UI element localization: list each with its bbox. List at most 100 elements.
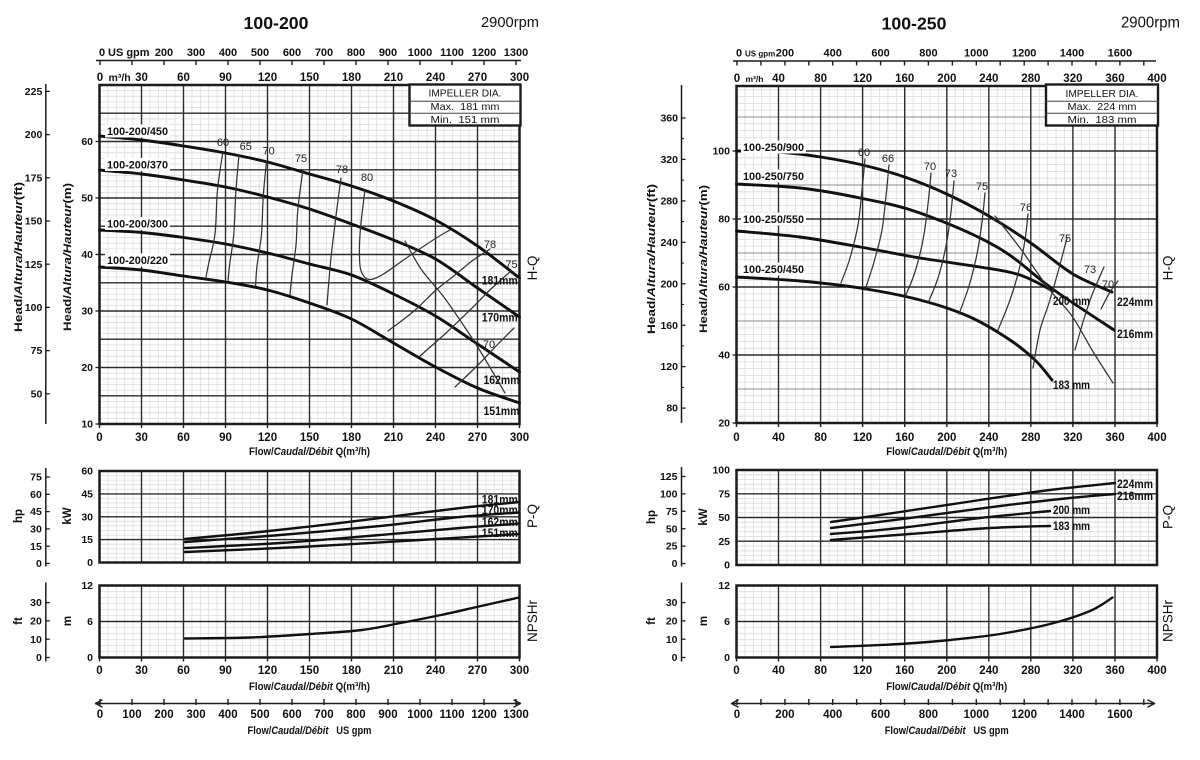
svg-text:50: 50 <box>718 512 730 524</box>
svg-text:200: 200 <box>25 129 43 141</box>
svg-text:400: 400 <box>1147 432 1166 444</box>
svg-text:Flow/Caudal/Débit US gpm: Flow/Caudal/Débit US gpm <box>885 725 1009 737</box>
svg-text:Max. 181 mm: Max. 181 mm <box>431 101 500 113</box>
svg-text:30: 30 <box>30 524 42 536</box>
svg-text:180: 180 <box>342 665 361 677</box>
svg-text:900: 900 <box>378 709 397 721</box>
svg-text:400: 400 <box>823 709 842 721</box>
svg-text:600: 600 <box>282 709 301 721</box>
svg-text:75: 75 <box>1059 233 1071 245</box>
svg-text:90: 90 <box>219 432 232 444</box>
svg-text:100-250: 100-250 <box>882 14 947 34</box>
svg-text:Head/Altura/Hauteur(m): Head/Altura/Hauteur(m) <box>698 185 710 333</box>
svg-text:700: 700 <box>314 709 333 721</box>
svg-text:500: 500 <box>251 47 269 59</box>
svg-text:1000: 1000 <box>964 709 990 721</box>
svg-text:120: 120 <box>853 73 872 85</box>
svg-text:Head/Altura/Hauteur(ft): Head/Altura/Hauteur(ft) <box>646 184 658 334</box>
svg-text:200: 200 <box>776 48 794 60</box>
svg-text:210: 210 <box>384 665 403 677</box>
svg-text:0: 0 <box>96 432 102 444</box>
svg-text:224mm: 224mm <box>1117 297 1153 309</box>
svg-text:60: 60 <box>81 466 93 478</box>
svg-text:m³/h: m³/h <box>109 72 131 84</box>
svg-text:1200: 1200 <box>1012 48 1036 60</box>
svg-text:30: 30 <box>666 597 678 609</box>
svg-text:1300: 1300 <box>503 709 529 721</box>
svg-text:183 mm: 183 mm <box>1053 380 1090 392</box>
svg-text:0: 0 <box>97 72 103 84</box>
svg-text:800: 800 <box>919 48 937 60</box>
svg-text:100-250/900: 100-250/900 <box>743 142 804 154</box>
svg-text:100-250/750: 100-250/750 <box>743 171 804 183</box>
svg-text:320: 320 <box>1063 665 1082 677</box>
svg-text:65: 65 <box>240 141 252 153</box>
svg-text:800: 800 <box>919 709 938 721</box>
svg-text:6: 6 <box>724 616 730 628</box>
svg-text:162mm: 162mm <box>482 517 518 529</box>
svg-text:150: 150 <box>300 665 319 677</box>
svg-text:15: 15 <box>81 534 93 546</box>
svg-text:120: 120 <box>258 432 277 444</box>
svg-text:181mm: 181mm <box>482 495 518 507</box>
svg-text:360: 360 <box>660 113 678 125</box>
svg-text:151mm: 151mm <box>482 528 518 540</box>
svg-text:0: 0 <box>36 558 42 570</box>
svg-text:80: 80 <box>814 73 827 85</box>
svg-text:60: 60 <box>858 147 870 159</box>
svg-text:320: 320 <box>660 154 678 166</box>
svg-text:20: 20 <box>30 616 42 628</box>
svg-text:12: 12 <box>81 580 93 592</box>
svg-text:10: 10 <box>30 634 42 646</box>
svg-text:ft: ft <box>646 617 658 625</box>
svg-text:H-Q: H-Q <box>1161 256 1176 281</box>
svg-text:280: 280 <box>1021 665 1040 677</box>
svg-text:0: 0 <box>734 73 740 85</box>
svg-text:76: 76 <box>1020 202 1032 214</box>
svg-text:0: 0 <box>724 560 730 572</box>
svg-text:Min. 183 mm: Min. 183 mm <box>1068 114 1137 126</box>
svg-text:40: 40 <box>81 249 93 261</box>
svg-text:2900rpm: 2900rpm <box>481 14 539 31</box>
svg-text:100: 100 <box>712 465 730 477</box>
svg-text:45: 45 <box>30 506 42 518</box>
svg-text:400: 400 <box>824 48 842 60</box>
svg-text:NPSHr: NPSHr <box>1161 600 1176 643</box>
svg-text:ft: ft <box>13 617 25 625</box>
svg-text:50: 50 <box>81 193 93 205</box>
svg-text:320: 320 <box>1063 432 1082 444</box>
svg-text:20: 20 <box>81 362 93 374</box>
svg-text:0: 0 <box>672 558 678 570</box>
svg-text:100-200/300: 100-200/300 <box>107 219 168 231</box>
svg-text:150: 150 <box>25 216 43 228</box>
svg-text:120: 120 <box>853 665 872 677</box>
svg-text:73: 73 <box>945 168 957 180</box>
svg-text:0: 0 <box>724 652 730 664</box>
svg-text:300: 300 <box>510 665 529 677</box>
svg-text:Flow/Caudal/Débit Q(m³/h): Flow/Caudal/Débit Q(m³/h) <box>886 446 1007 458</box>
svg-text:210: 210 <box>384 432 403 444</box>
svg-text:0: 0 <box>36 652 42 664</box>
svg-text:200 mm: 200 mm <box>1053 296 1090 308</box>
svg-text:m³/h: m³/h <box>746 74 764 84</box>
svg-text:100-200/450: 100-200/450 <box>107 126 168 138</box>
svg-text:216mm: 216mm <box>1117 491 1153 503</box>
svg-text:IMPELLER DIA.: IMPELLER DIA. <box>429 88 502 100</box>
svg-text:125: 125 <box>660 471 678 483</box>
svg-text:200 mm: 200 mm <box>1053 505 1090 517</box>
svg-text:1100: 1100 <box>440 709 465 721</box>
svg-text:P-Q: P-Q <box>1161 505 1176 529</box>
svg-text:400: 400 <box>219 47 237 59</box>
svg-text:10: 10 <box>81 419 93 431</box>
svg-text:Min. 151 mm: Min. 151 mm <box>431 114 500 126</box>
svg-text:20: 20 <box>666 616 678 628</box>
svg-text:200: 200 <box>660 278 678 290</box>
svg-text:m: m <box>698 616 710 626</box>
svg-text:IMPELLER DIA.: IMPELLER DIA. <box>1066 88 1139 100</box>
svg-text:270: 270 <box>468 72 487 84</box>
svg-text:70: 70 <box>263 145 275 157</box>
svg-text:100: 100 <box>122 709 141 721</box>
svg-text:200: 200 <box>937 73 956 85</box>
svg-text:270: 270 <box>468 665 487 677</box>
svg-text:0: 0 <box>97 709 103 721</box>
